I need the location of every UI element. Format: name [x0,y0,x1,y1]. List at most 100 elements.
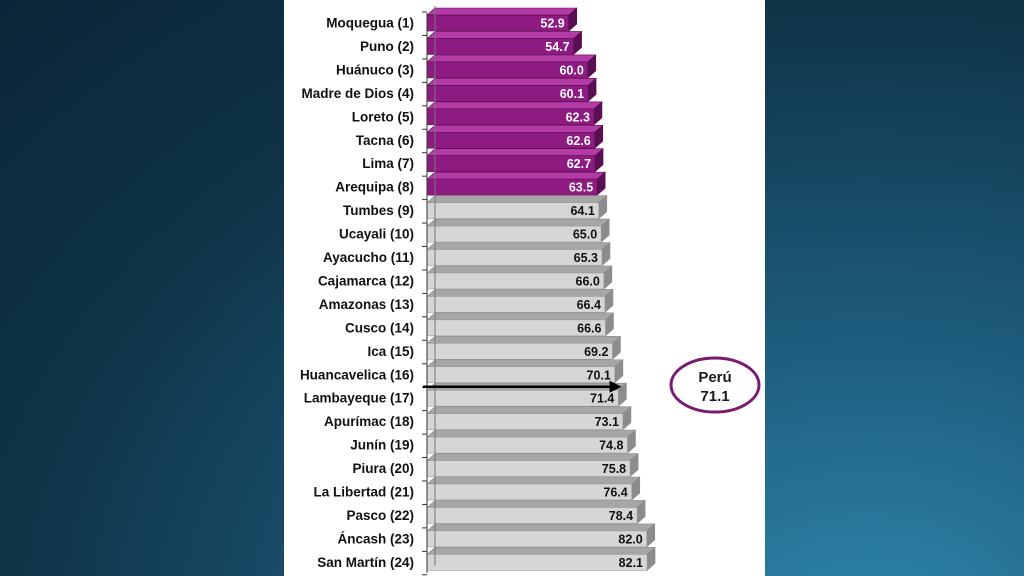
bar-top-face [426,289,614,297]
data-label: 62.6 [566,134,590,148]
data-label: 66.0 [576,274,600,288]
bar-top-face [426,54,597,63]
category-label: Piura (20) [352,461,414,476]
bar-group [426,335,622,360]
bar-top-face [426,476,641,485]
bar-group [426,218,610,243]
bar-group [426,265,613,290]
slide-panel: 52.9 54.7 60.0 60.1 62.3 62.6 62.7 63.5 64.1 65.0… [284,0,765,576]
bar-group [426,7,578,32]
category-label: Cusco (14) [345,320,414,335]
bar-top-face [426,429,637,438]
data-label: 78.4 [609,509,633,523]
reference-marker: Perú 71.1 [423,356,761,414]
data-label: 71.4 [590,392,614,406]
bar-top-face [426,453,639,461]
data-label: 66.6 [577,321,601,335]
category-label: Ayacucho (11) [323,250,414,265]
bar-group [426,124,604,149]
category-label: Moquegua (1) [326,16,414,31]
category-label: Lima (7) [362,156,414,171]
bar-top-face [426,78,597,86]
bar-top-face [426,31,583,39]
category-label: Amazonas (13) [319,297,414,312]
bar [426,413,624,430]
bar [426,483,633,501]
data-label: 82.0 [618,532,642,546]
reference-value: 71.1 [700,388,729,405]
reference-ellipse [669,356,761,414]
bar-group [426,429,637,454]
bar-top-face [426,500,646,508]
data-label: 60.0 [559,63,583,77]
bar-top-face [426,195,608,203]
bar-chart: 52.9 54.7 60.0 60.1 62.3 62.6 62.7 63.5 64.1 65.0… [300,6,761,576]
data-label: 73.1 [595,415,619,429]
bar-group [426,546,656,572]
category-label: Tumbes (9) [343,203,414,218]
bar-top-face [426,218,610,227]
category-label: Cajamarca (12) [318,273,414,288]
bar-top-face [426,148,604,156]
bar-top-face [426,242,611,250]
reference-label: Perú [698,369,731,386]
category-label: Loreto (5) [352,109,414,124]
data-label: 64.1 [570,204,594,218]
category-label: Tacna (6) [356,133,414,148]
category-label: Áncash (23) [337,531,414,546]
bar-group [426,523,656,548]
data-label: 65.3 [574,251,598,265]
data-label: 82.1 [619,556,643,570]
data-label: 60.1 [560,87,584,101]
category-label: Lambayeque (17) [304,391,414,406]
category-label: Junín (19) [350,438,414,453]
bar-top-face [426,265,613,274]
bar-group [426,30,583,56]
category-label: Madre de Dios (4) [301,86,414,101]
category-label: Huancavelica (16) [300,367,414,382]
category-label: La Libertad (21) [313,485,414,500]
bar-top-face [426,124,604,133]
category-label: Apurímac (18) [324,414,414,429]
bar-group [426,194,608,220]
data-label: 54.7 [545,40,569,54]
category-label: Ucayali (10) [339,227,414,242]
data-label: 66.4 [577,298,601,312]
bar-top-face [426,7,578,16]
data-label: 74.8 [599,439,623,453]
bar-group [426,171,606,196]
bar-group [426,288,614,314]
bar-top-face [426,523,656,532]
bar-group [426,241,611,267]
bar [426,530,648,548]
data-label: 52.9 [540,17,564,31]
data-label: 65.0 [573,228,597,242]
bar-group [426,312,615,337]
bar-group [426,359,624,384]
data-label: 69.2 [584,345,608,359]
bar-top-face [426,312,615,321]
bar [426,460,631,477]
bar-top-face [426,547,656,555]
bar-top-face [426,171,606,180]
data-label: 70.1 [587,368,611,382]
category-label: Huánuco (3) [336,62,414,77]
bar-top-face [426,335,622,344]
bar [426,436,628,454]
bar [426,507,638,524]
bar-group [426,382,628,407]
category-label: Puno (2) [360,39,414,54]
bar-group [426,405,632,431]
data-label: 63.5 [569,181,593,195]
data-label: 62.3 [566,110,590,124]
bar-group [426,452,639,478]
bar-group [426,77,597,103]
bar-group [426,101,603,126]
bar-top-face [426,101,603,110]
data-label: 62.7 [567,157,591,171]
category-label: San Martín (24) [317,555,414,570]
bar-top-face [426,406,632,414]
category-label: Arequipa (8) [335,180,414,195]
reference-arrow-head [609,380,622,393]
bar-group [426,476,641,501]
